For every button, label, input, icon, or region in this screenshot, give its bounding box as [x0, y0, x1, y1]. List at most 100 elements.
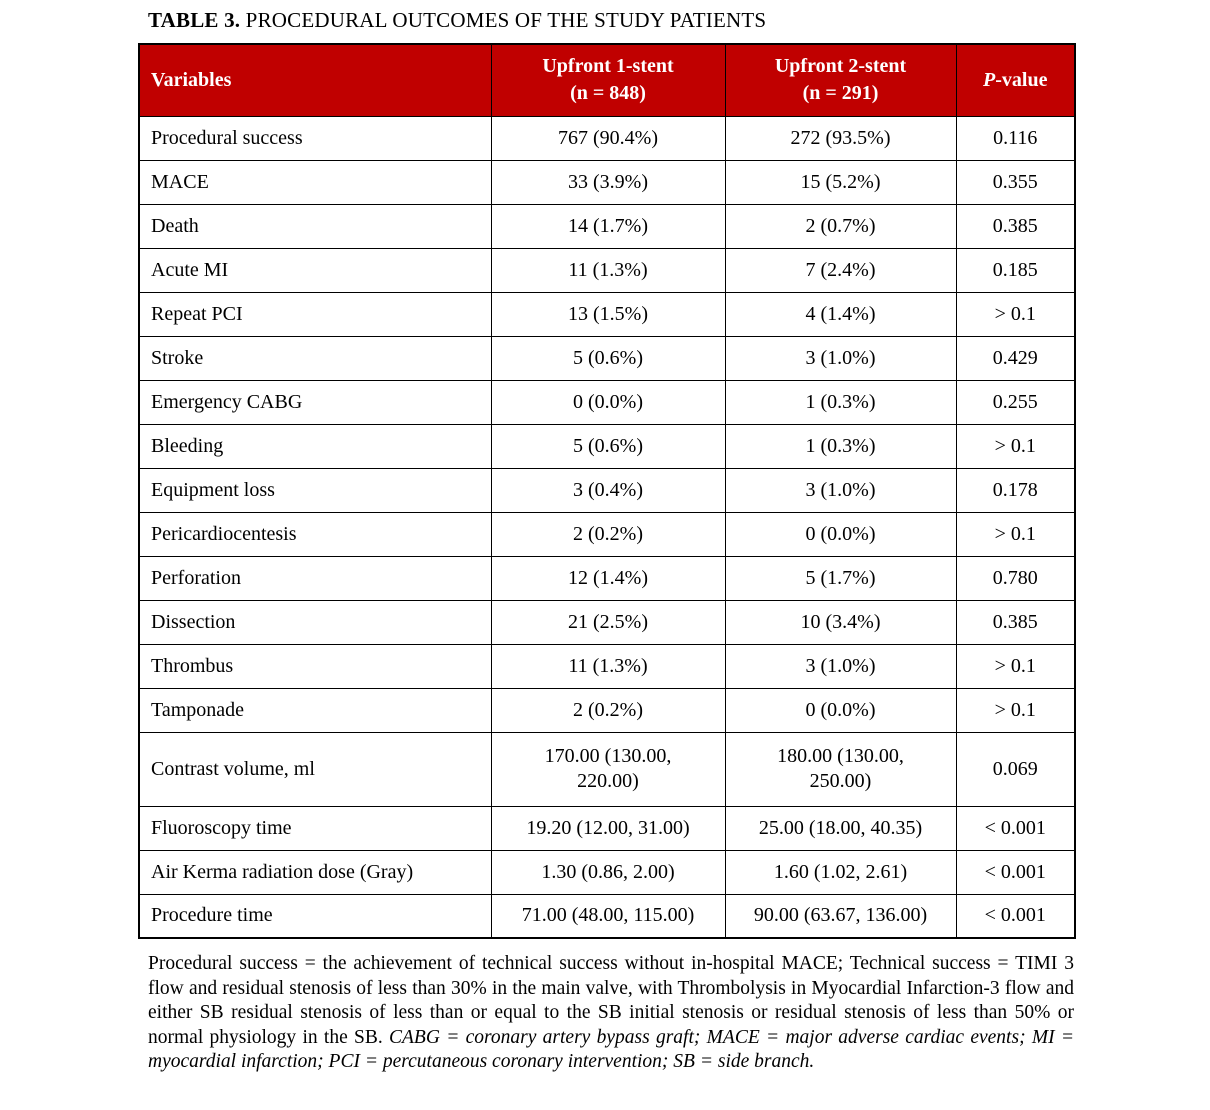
cell-pvalue: 0.780 [955, 555, 1076, 601]
header-p-value-rest: -value [995, 68, 1048, 91]
cell-stent2: 25.00 (18.00, 40.35) [724, 805, 957, 851]
cell-variable: Death [138, 203, 492, 249]
table-title: TABLE 3. PROCEDURAL OUTCOMES OF THE STUD… [138, 8, 1074, 33]
cell-stent1: 170.00 (130.00, 220.00) [490, 731, 726, 807]
cell-variable: Tamponade [138, 687, 492, 733]
cell-variable: Procedure time [138, 893, 492, 939]
table-row: Dissection 21 (2.5%) 10 (3.4%) 0.385 [138, 599, 1076, 645]
cell-pvalue: > 0.1 [955, 643, 1076, 689]
cell-stent2: 4 (1.4%) [724, 291, 957, 337]
header-upfront-1-stent: Upfront 1-stent (n = 848) [490, 43, 726, 117]
table-row: Equipment loss 3 (0.4%) 3 (1.0%) 0.178 [138, 467, 1076, 513]
cell-stent2: 3 (1.0%) [724, 467, 957, 513]
table-row: Procedural success 767 (90.4%) 272 (93.5… [138, 115, 1076, 161]
cell-stent2: 1 (0.3%) [724, 379, 957, 425]
cell-stent1: 14 (1.7%) [490, 203, 726, 249]
cell-stent2: 0 (0.0%) [724, 687, 957, 733]
cell-stent1: 11 (1.3%) [490, 643, 726, 689]
cell-stent1: 21 (2.5%) [490, 599, 726, 645]
table-row: Emergency CABG 0 (0.0%) 1 (0.3%) 0.255 [138, 379, 1076, 425]
cell-stent1: 33 (3.9%) [490, 159, 726, 205]
header-row: Variables Upfront 1-stent (n = 848) Upfr… [138, 43, 1076, 117]
cell-stent2: 0 (0.0%) [724, 511, 957, 557]
cell-pvalue: 0.185 [955, 247, 1076, 293]
cell-stent2: 90.00 (63.67, 136.00) [724, 893, 957, 939]
cell-stent1: 5 (0.6%) [490, 423, 726, 469]
header-upfront-2-stent: Upfront 2-stent (n = 291) [724, 43, 957, 117]
table-row: Perforation 12 (1.4%) 5 (1.7%) 0.780 [138, 555, 1076, 601]
cell-pvalue: 0.178 [955, 467, 1076, 513]
cell-pvalue: 0.355 [955, 159, 1076, 205]
table-row: Contrast volume, ml 170.00 (130.00, 220.… [138, 731, 1076, 807]
cell-variable: Procedural success [138, 115, 492, 161]
cell-stent2: 10 (3.4%) [724, 599, 957, 645]
cell-stent1: 13 (1.5%) [490, 291, 726, 337]
footnote-definitions: Procedural success = the achievement of … [148, 953, 1074, 1048]
cell-pvalue: < 0.001 [955, 849, 1076, 895]
table-row: Pericardiocentesis 2 (0.2%) 0 (0.0%) > 0… [138, 511, 1076, 557]
cell-stent1: 1.30 (0.86, 2.00) [490, 849, 726, 895]
table-figure: TABLE 3. PROCEDURAL OUTCOMES OF THE STUD… [138, 8, 1076, 1075]
cell-pvalue: 0.255 [955, 379, 1076, 425]
footnote-abbreviations: CABG = coronary artery bypass graft; MAC… [148, 1026, 1075, 1073]
table-title-text: PROCEDURAL OUTCOMES OF THE STUDY PATIENT… [240, 8, 767, 32]
cell-stent2: 1 (0.3%) [724, 423, 957, 469]
table-row: Fluoroscopy time 19.20 (12.00, 31.00) 25… [138, 805, 1076, 851]
cell-variable: Dissection [138, 599, 492, 645]
cell-variable: Perforation [138, 555, 492, 601]
cell-stent2: 2 (0.7%) [724, 203, 957, 249]
cell-stent1: 0 (0.0%) [490, 379, 726, 425]
cell-stent2: 3 (1.0%) [724, 643, 957, 689]
cell-variable: Contrast volume, ml [138, 731, 492, 807]
cell-pvalue: 0.069 [955, 731, 1076, 807]
cell-variable: Thrombus [138, 643, 492, 689]
cell-pvalue: 0.385 [955, 599, 1076, 645]
cell-stent2: 272 (93.5%) [724, 115, 957, 161]
cell-stent1: 2 (0.2%) [490, 687, 726, 733]
header-p-value: P-value [955, 43, 1076, 117]
cell-stent1: 71.00 (48.00, 115.00) [490, 893, 726, 939]
cell-variable: Repeat PCI [138, 291, 492, 337]
cell-variable: Equipment loss [138, 467, 492, 513]
table-header: Variables Upfront 1-stent (n = 848) Upfr… [138, 43, 1076, 117]
cell-pvalue: > 0.1 [955, 687, 1076, 733]
cell-stent2: 180.00 (130.00, 250.00) [724, 731, 957, 807]
cell-stent1: 5 (0.6%) [490, 335, 726, 381]
cell-variable: Bleeding [138, 423, 492, 469]
procedural-outcomes-table: Variables Upfront 1-stent (n = 848) Upfr… [138, 43, 1076, 939]
cell-pvalue: > 0.1 [955, 291, 1076, 337]
table-row: Tamponade 2 (0.2%) 0 (0.0%) > 0.1 [138, 687, 1076, 733]
header-variables: Variables [138, 43, 492, 117]
cell-variable: Pericardiocentesis [138, 511, 492, 557]
cell-stent2: 5 (1.7%) [724, 555, 957, 601]
table-row: Thrombus 11 (1.3%) 3 (1.0%) > 0.1 [138, 643, 1076, 689]
cell-variable: Air Kerma radiation dose (Gray) [138, 849, 492, 895]
table-footnote: Procedural success = the achievement of … [138, 952, 1074, 1075]
table-row: Acute MI 11 (1.3%) 7 (2.4%) 0.185 [138, 247, 1076, 293]
cell-variable: Stroke [138, 335, 492, 381]
table-row: Repeat PCI 13 (1.5%) 4 (1.4%) > 0.1 [138, 291, 1076, 337]
cell-pvalue: 0.429 [955, 335, 1076, 381]
cell-stent1: 2 (0.2%) [490, 511, 726, 557]
cell-variable: Fluoroscopy time [138, 805, 492, 851]
table-body: Procedural success 767 (90.4%) 272 (93.5… [138, 115, 1076, 939]
table-row: Stroke 5 (0.6%) 3 (1.0%) 0.429 [138, 335, 1076, 381]
cell-stent1: 3 (0.4%) [490, 467, 726, 513]
header-p-value-italic: P [983, 68, 996, 91]
table-title-label: TABLE 3. [148, 8, 241, 32]
cell-stent1: 19.20 (12.00, 31.00) [490, 805, 726, 851]
cell-stent2: 15 (5.2%) [724, 159, 957, 205]
cell-stent2: 3 (1.0%) [724, 335, 957, 381]
cell-pvalue: < 0.001 [955, 805, 1076, 851]
cell-pvalue: 0.385 [955, 203, 1076, 249]
table-row: Death 14 (1.7%) 2 (0.7%) 0.385 [138, 203, 1076, 249]
cell-stent1: 767 (90.4%) [490, 115, 726, 161]
cell-pvalue: > 0.1 [955, 423, 1076, 469]
table-row: Air Kerma radiation dose (Gray) 1.30 (0.… [138, 849, 1076, 895]
cell-pvalue: 0.116 [955, 115, 1076, 161]
cell-pvalue: < 0.001 [955, 893, 1076, 939]
cell-variable: Emergency CABG [138, 379, 492, 425]
table-row: MACE 33 (3.9%) 15 (5.2%) 0.355 [138, 159, 1076, 205]
table-row: Procedure time 71.00 (48.00, 115.00) 90.… [138, 893, 1076, 939]
